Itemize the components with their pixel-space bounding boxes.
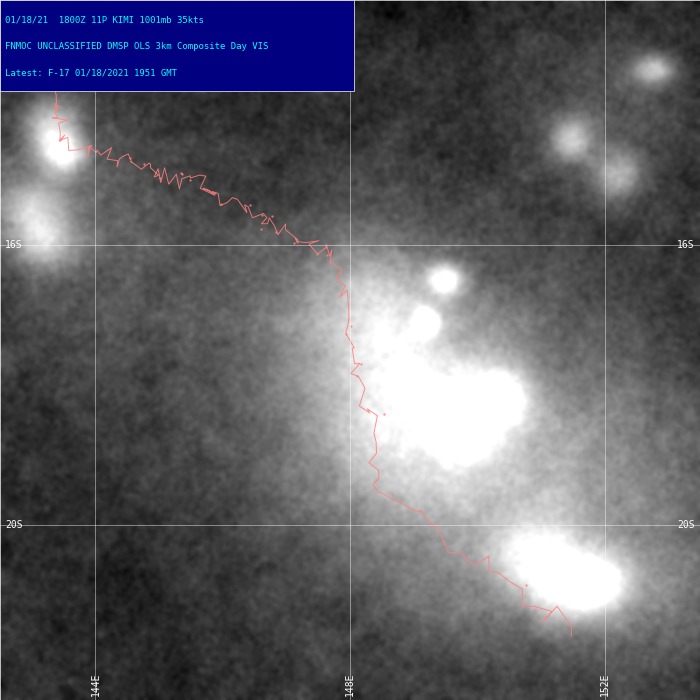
- Text: FNMOC UNCLASSIFIED DMSP OLS 3km Composite Day VIS: FNMOC UNCLASSIFIED DMSP OLS 3km Composit…: [5, 42, 269, 51]
- Text: 20S: 20S: [678, 520, 695, 530]
- FancyBboxPatch shape: [0, 0, 354, 91]
- Text: 148E: 148E: [345, 673, 355, 696]
- Text: 16S: 16S: [5, 240, 22, 250]
- Text: 144E: 144E: [90, 673, 101, 696]
- Text: 01/18/21  1800Z 11P KIMI 1001mb 35kts: 01/18/21 1800Z 11P KIMI 1001mb 35kts: [5, 15, 204, 24]
- Text: 16S: 16S: [678, 240, 695, 250]
- Text: Latest: F-17 01/18/2021 1951 GMT: Latest: F-17 01/18/2021 1951 GMT: [5, 69, 177, 78]
- Text: 152E: 152E: [599, 673, 610, 696]
- Text: 20S: 20S: [5, 520, 22, 530]
